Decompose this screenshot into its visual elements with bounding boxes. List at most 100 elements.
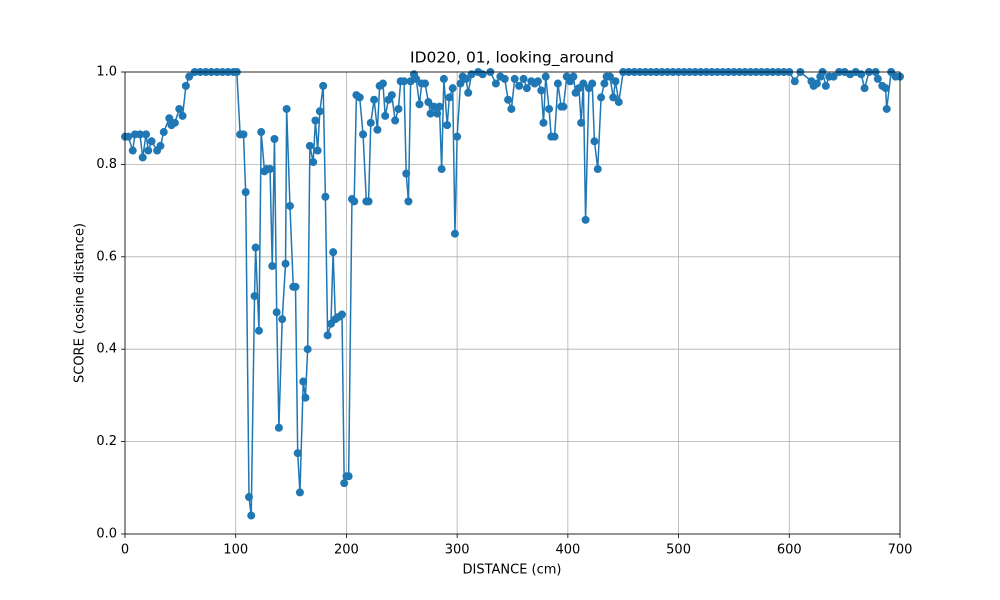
x-tick-label: 400: [555, 543, 580, 558]
data-point: [614, 98, 623, 107]
data-point: [268, 262, 277, 271]
data-point: [491, 79, 500, 88]
data-point: [247, 511, 256, 520]
data-point: [424, 98, 433, 107]
x-tick-label: 0: [121, 543, 129, 558]
data-point: [790, 77, 799, 86]
data-point: [291, 282, 300, 291]
data-point: [282, 104, 291, 113]
y-tick-label: 0.2: [96, 434, 117, 449]
data-point: [309, 158, 318, 167]
data-point: [462, 74, 470, 83]
data-point: [593, 165, 602, 174]
y-tick-label: 1.0: [96, 65, 117, 80]
data-point: [239, 130, 248, 139]
plot-layer: [121, 68, 904, 520]
data-point: [597, 93, 606, 102]
data-point: [539, 118, 548, 127]
x-tick-label: 100: [223, 543, 248, 558]
data-point: [453, 132, 462, 141]
data-point: [450, 229, 459, 238]
y-tick-label: 0.4: [96, 342, 117, 357]
data-point: [415, 100, 424, 109]
x-tick-label: 200: [334, 543, 359, 558]
data-point: [545, 104, 554, 113]
data-point: [355, 93, 364, 102]
data-point: [323, 331, 332, 340]
data-point: [873, 74, 882, 83]
data-point: [437, 165, 446, 174]
data-point: [391, 116, 400, 125]
data-point: [315, 107, 324, 116]
data-point: [366, 118, 375, 127]
data-point: [515, 81, 524, 90]
data-point: [185, 72, 194, 81]
data-point: [254, 326, 263, 335]
data-point: [443, 121, 452, 130]
data-point: [569, 72, 578, 81]
data-point: [124, 132, 133, 141]
data-point: [175, 104, 184, 113]
x-tick-label: 700: [888, 543, 913, 558]
data-point: [426, 109, 435, 118]
data-point: [433, 109, 442, 118]
data-point: [577, 118, 586, 127]
data-point: [305, 141, 314, 150]
data-point: [581, 215, 590, 224]
data-point: [250, 292, 259, 301]
data-point: [138, 153, 147, 162]
data-point: [519, 74, 528, 83]
data-point: [350, 197, 359, 206]
data-point: [541, 72, 550, 81]
x-tick-label: 500: [666, 543, 691, 558]
data-point: [338, 310, 346, 319]
y-tick-label: 0.8: [96, 157, 117, 172]
data-point: [245, 493, 253, 502]
data-point: [165, 114, 174, 123]
data-point: [559, 102, 568, 111]
data-point: [144, 146, 153, 155]
data-point: [821, 81, 830, 90]
data-point: [522, 84, 531, 93]
data-point: [429, 102, 438, 111]
data-point: [128, 146, 137, 155]
data-point: [321, 192, 330, 201]
data-point: [359, 130, 368, 139]
data-point: [510, 74, 519, 83]
data-point: [412, 74, 421, 83]
data-point: [435, 102, 444, 111]
data-point: [394, 104, 403, 113]
y-axis-label: SCORE (cosine distance): [73, 223, 88, 383]
data-point: [882, 104, 891, 113]
data-point: [504, 95, 513, 104]
data-point: [257, 128, 266, 137]
data-point: [500, 74, 509, 83]
data-point: [281, 259, 290, 268]
data-point: [329, 248, 338, 257]
data-point: [178, 111, 187, 120]
data-point: [378, 79, 387, 88]
data-point: [278, 315, 287, 324]
data-point: [387, 91, 396, 100]
data-point: [266, 165, 275, 174]
data-point: [400, 77, 408, 86]
data-point: [147, 137, 156, 146]
data-point: [370, 95, 379, 104]
data-point: [533, 77, 542, 86]
data-point: [402, 169, 411, 178]
data-point: [445, 93, 454, 102]
data-point: [609, 93, 618, 102]
x-axis-label: DISTANCE (cm): [462, 563, 561, 578]
data-point: [241, 188, 250, 197]
data-point: [829, 72, 838, 81]
data-point: [812, 79, 821, 88]
data-point: [600, 79, 609, 88]
data-point: [301, 393, 310, 402]
data-point: [456, 79, 465, 88]
data-point: [270, 134, 279, 143]
data-point: [373, 125, 382, 134]
data-point: [313, 146, 322, 155]
data-point: [344, 472, 353, 481]
